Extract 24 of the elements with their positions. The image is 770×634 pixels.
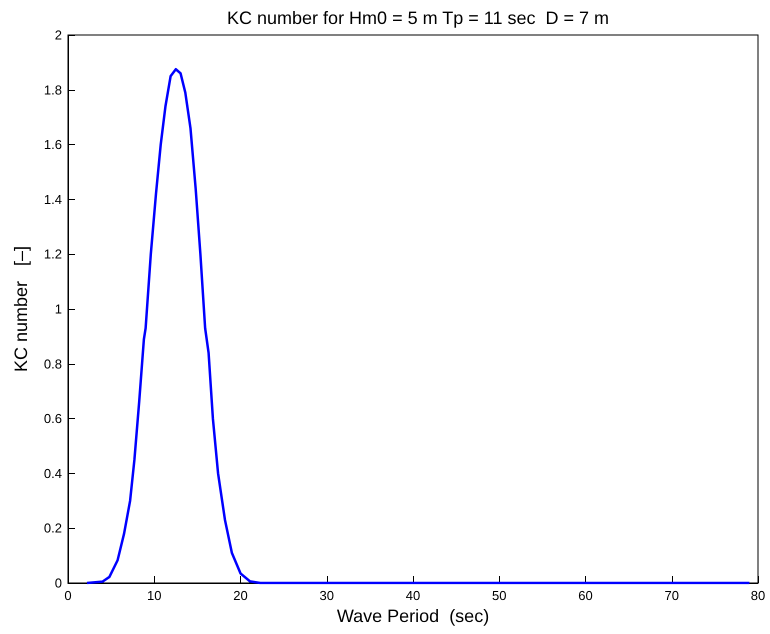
x-tick-label: 10 — [147, 588, 162, 603]
x-tick-label: 70 — [664, 588, 679, 603]
y-tick-label: 1.6 — [44, 137, 62, 152]
y-tick-label: 0 — [54, 576, 62, 590]
y-tick-label: 0.4 — [44, 466, 62, 481]
y-tick-label: 2 — [54, 28, 62, 42]
x-tick-label: 20 — [233, 588, 248, 603]
line-series — [86, 68, 751, 584]
x-tick-label: 80 — [750, 588, 766, 603]
x-tick-label: 0 — [64, 588, 72, 603]
y-tick-label: 0.2 — [44, 520, 62, 536]
x-tick-label: 30 — [320, 588, 334, 603]
y-tick-label: 0.8 — [44, 356, 62, 372]
y-tick-label: 1 — [54, 302, 62, 316]
x-axis-title: Wave Period (sec) — [336, 606, 490, 626]
y-axis-title: KC number [–] — [11, 246, 31, 372]
x-tick-label: 60 — [578, 588, 593, 603]
x-tick-label: 40 — [406, 588, 420, 603]
y-tick-label: 1.2 — [44, 246, 62, 262]
y-tick-label: 1.4 — [44, 192, 62, 207]
y-tick-label: 0.6 — [44, 411, 62, 426]
chart-title: KC number for Hm0 = 5 m Tp = 11 sec D = 7 m — [227, 8, 609, 28]
y-tick-label: 1.8 — [44, 82, 62, 98]
x-tick-label: 50 — [492, 588, 506, 603]
